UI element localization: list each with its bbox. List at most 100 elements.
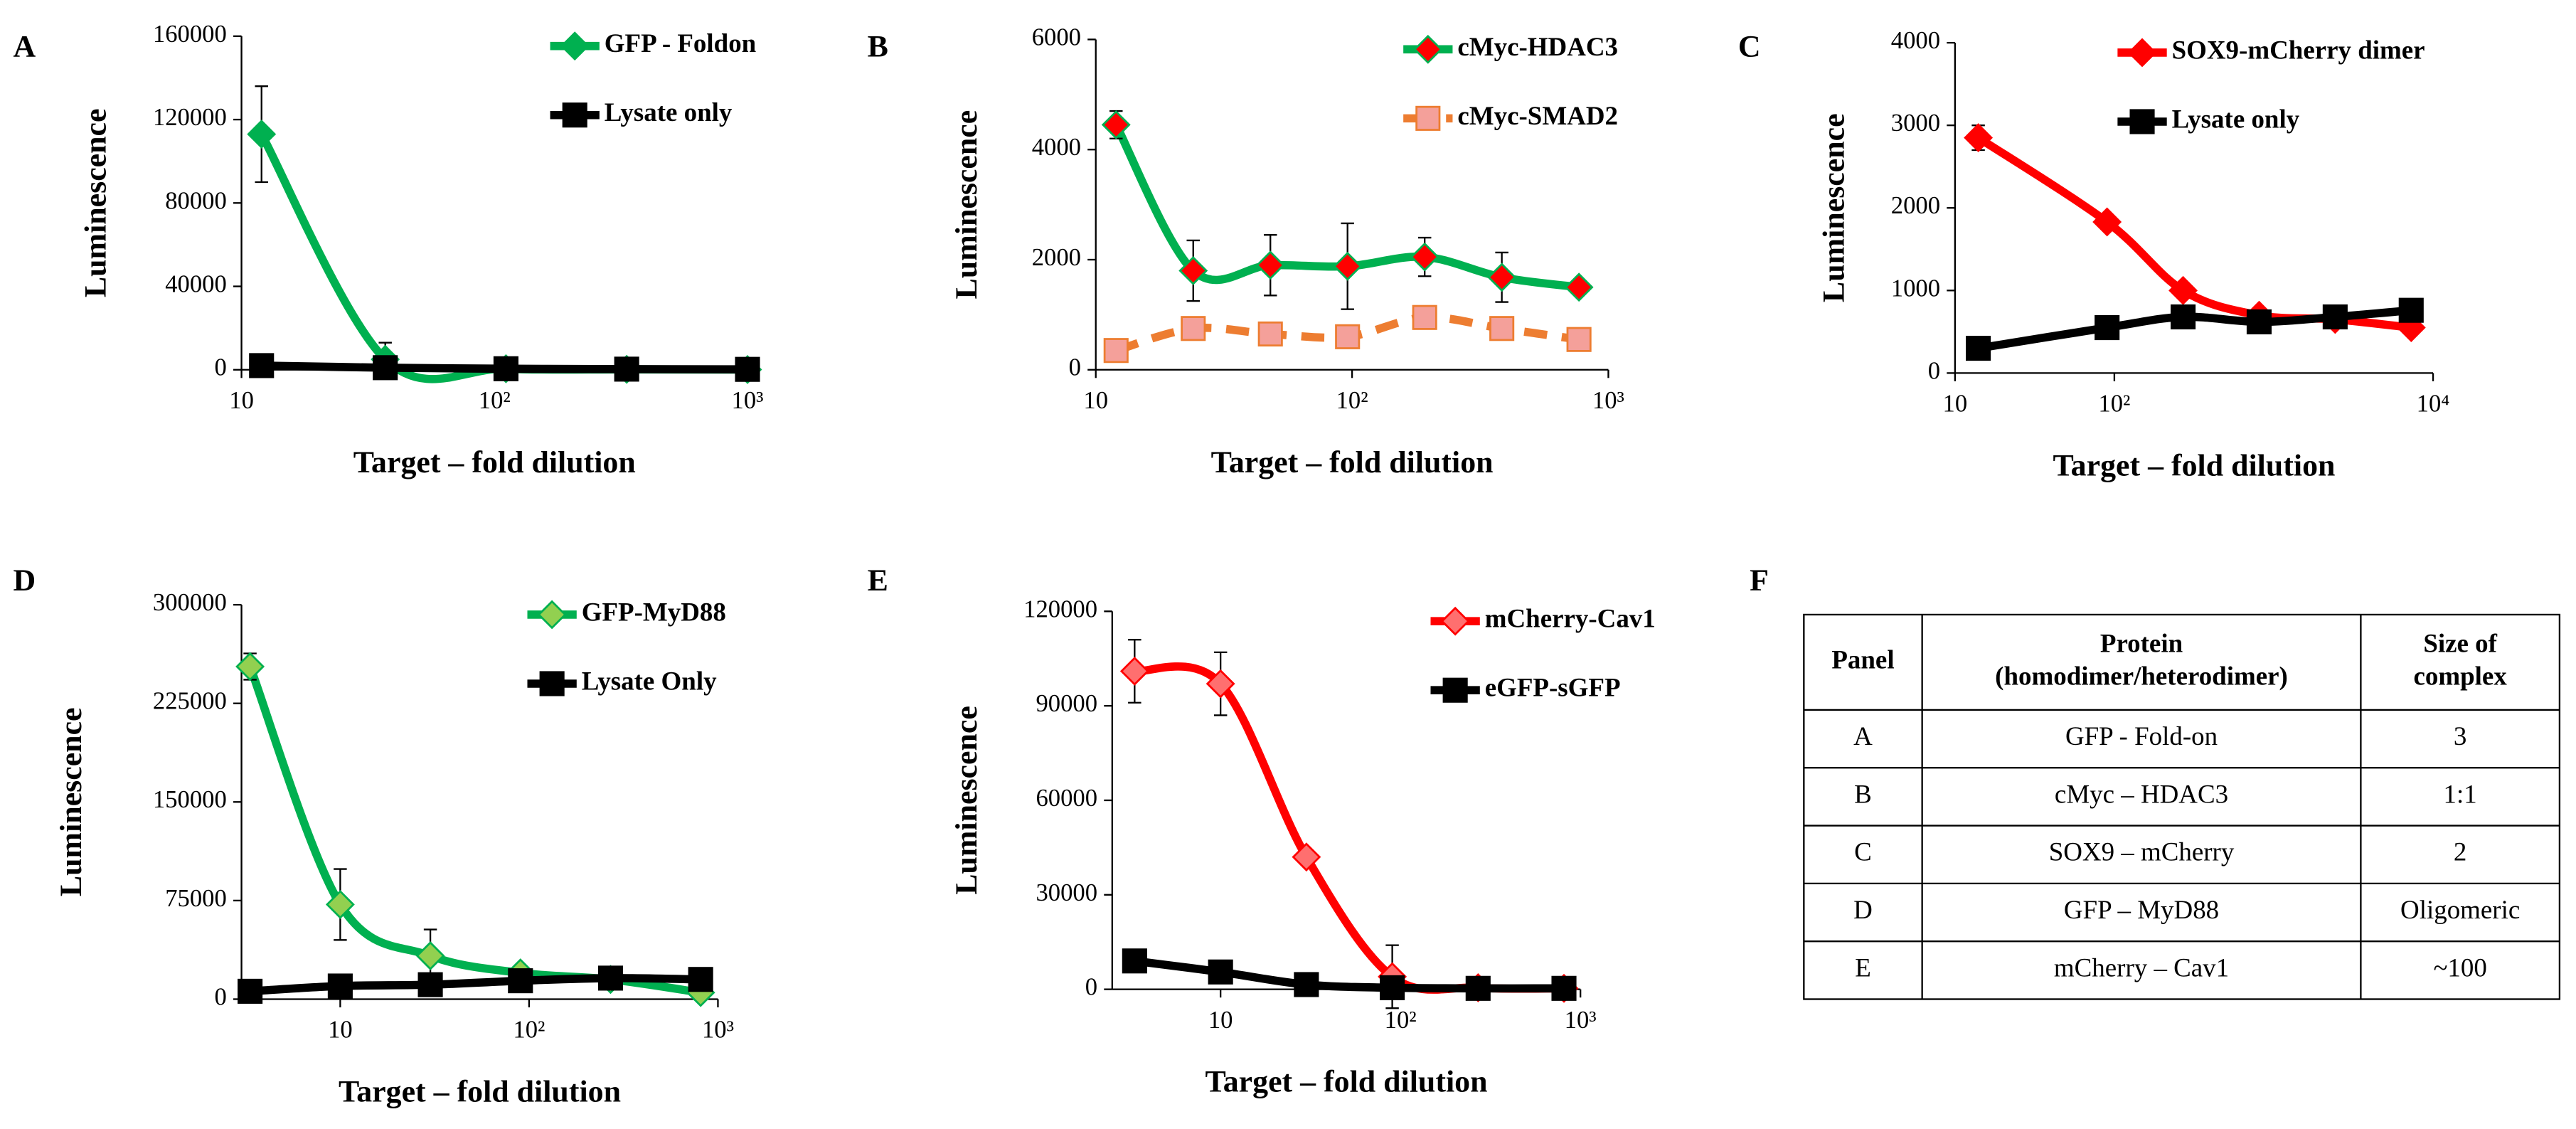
x-tick-label: 10² (513, 1017, 545, 1044)
table-cell: B (1854, 779, 1872, 808)
marker (688, 967, 713, 992)
x-axis-title: Target – fold dilution (353, 445, 636, 479)
y-axis-title: Luminescence (949, 110, 984, 300)
marker (2246, 309, 2272, 334)
x-tick-label: 10³ (702, 1017, 734, 1044)
series-line (1134, 662, 1565, 994)
marker (1119, 657, 1149, 686)
table-cell: 1:1 (2444, 779, 2477, 808)
marker (1292, 842, 1321, 872)
marker (735, 356, 760, 382)
marker (2129, 109, 2155, 134)
series-line (1976, 134, 2412, 332)
y-tick-label: 60000 (1036, 785, 1097, 812)
marker (1101, 110, 1131, 139)
marker (1333, 251, 1363, 281)
x-axis-title: Target – fold dilution (2053, 448, 2335, 482)
y-tick-label: 2000 (1891, 192, 1940, 219)
x-axis-title: Target – fold dilution (1211, 445, 1494, 479)
marker (537, 600, 567, 630)
marker (1489, 316, 1515, 341)
x-tick-label: 10 (1943, 391, 1968, 418)
y-tick-label: 30000 (1036, 879, 1097, 906)
y-tick-label: 160000 (153, 21, 227, 48)
marker (1257, 321, 1283, 347)
marker (539, 671, 565, 696)
table-cell: cMyc – HDAC3 (2055, 779, 2228, 808)
y-axis-title: Luminescence (79, 108, 113, 297)
legend-label: eGFP-sGFP (1485, 673, 1621, 702)
marker (1442, 677, 1468, 703)
table-cell: ~100 (2433, 953, 2486, 982)
table-header: (homodimer/heterodimer) (1995, 662, 2288, 691)
marker (508, 968, 533, 994)
marker (1966, 336, 1991, 361)
panel-label: F (1750, 563, 1769, 598)
panel-label: C (1738, 29, 1761, 63)
y-tick-label: 0 (1069, 354, 1081, 381)
legend-label: SOX9-mCherry dimer (2172, 35, 2425, 64)
marker (2168, 275, 2198, 305)
marker (2127, 38, 2157, 68)
table-header: Panel (1831, 645, 1894, 674)
marker (1103, 338, 1129, 364)
y-tick-label: 0 (214, 983, 226, 1010)
marker (560, 31, 590, 61)
table-cell: GFP - Fold-on (2065, 721, 2218, 751)
marker (373, 355, 398, 381)
y-tick-label: 40000 (165, 270, 227, 297)
marker (1465, 975, 1491, 1001)
legend-label: cMyc-HDAC3 (1457, 32, 1618, 61)
legend-label: Lysate only (2172, 104, 2300, 133)
marker (597, 965, 624, 991)
y-tick-label: 4000 (1891, 27, 1940, 54)
x-tick-label: 10 (328, 1017, 353, 1044)
marker (327, 973, 353, 999)
panel-label: B (868, 29, 888, 63)
x-tick-label: 10 (1208, 1007, 1233, 1034)
marker (1564, 272, 1594, 302)
y-tick-label: 4000 (1032, 134, 1081, 161)
y-tick-label: 225000 (153, 688, 227, 715)
marker (2398, 297, 2424, 323)
table-cell: 2 (2454, 837, 2466, 866)
table-border (1803, 613, 2561, 1000)
marker (1122, 948, 1147, 974)
marker (493, 356, 518, 381)
marker (1412, 304, 1437, 330)
marker (2095, 314, 2120, 341)
marker (1964, 123, 1994, 153)
legend-label: GFP-MyD88 (582, 597, 726, 626)
y-tick-label: 90000 (1036, 690, 1097, 717)
series-line (1134, 957, 1565, 993)
table-cell: GFP – MyD88 (2064, 895, 2219, 924)
marker (1294, 972, 1319, 997)
table-cell: C (1854, 837, 1872, 866)
x-tick-label: 10³ (732, 387, 764, 414)
marker (614, 356, 639, 382)
marker (238, 978, 263, 1004)
marker (562, 102, 587, 128)
table-cell: D (1853, 895, 1873, 924)
x-axis-title: Target – fold dilution (1205, 1065, 1488, 1099)
x-tick-label: 10² (479, 387, 511, 414)
table-header: complex (2413, 662, 2507, 691)
legend-label: mCherry-Cav1 (1485, 604, 1656, 633)
y-tick-label: 2000 (1032, 244, 1081, 271)
marker (235, 652, 265, 682)
marker (2322, 304, 2348, 330)
marker (1415, 105, 1441, 131)
y-tick-label: 150000 (153, 786, 227, 813)
y-axis-title: Luminescence (54, 707, 88, 896)
marker (1255, 250, 1285, 280)
marker (1410, 242, 1439, 272)
table-cell: mCherry – Cav1 (2054, 953, 2229, 982)
marker (415, 941, 445, 970)
marker (2171, 304, 2196, 330)
marker (1208, 959, 1233, 985)
y-tick-label: 75000 (165, 885, 227, 912)
panel-label: A (13, 29, 36, 63)
x-tick-label: 10 (229, 387, 254, 414)
marker (1335, 324, 1361, 349)
